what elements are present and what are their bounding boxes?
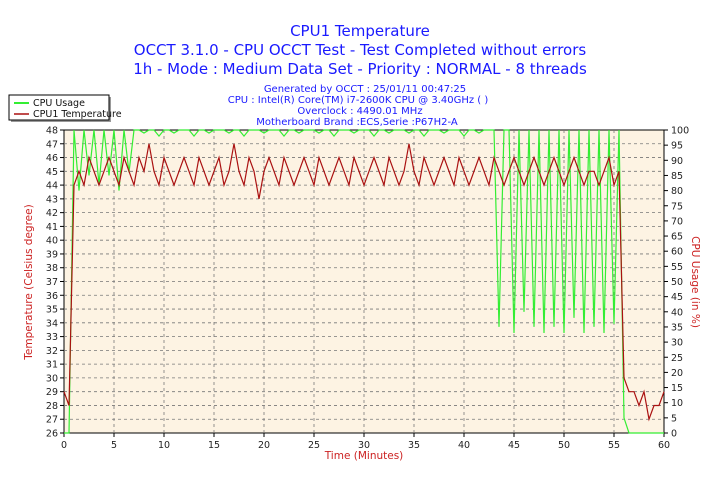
- y-tick-label: 34: [46, 318, 58, 329]
- y2-tick-label: 30: [671, 338, 683, 349]
- y2-tick-label: 10: [671, 398, 683, 409]
- y2-tick-label: 95: [671, 141, 683, 152]
- y-tick-label: 48: [46, 126, 58, 137]
- ticks: 0 5 10 15 20 25 30 35 40 45 50 55 602627282930313233…: [46, 126, 689, 452]
- y2-tick-label: 65: [671, 232, 683, 243]
- y-tick-label: 35: [46, 305, 58, 316]
- y-tick-label: 43: [46, 194, 58, 205]
- x-tick-label: 0: [61, 440, 67, 451]
- x-tick-label: 25: [308, 440, 320, 451]
- y-tick-label: 33: [46, 332, 58, 343]
- x-tick-label: 40: [458, 440, 470, 451]
- y-tick-label: 40: [46, 236, 58, 247]
- y-tick-label: 42: [46, 208, 58, 219]
- x-tick-label: 55: [608, 440, 620, 451]
- y2-tick-label: 5: [671, 413, 677, 424]
- x-tick-label: 15: [208, 440, 220, 451]
- y2-tick-label: 60: [671, 247, 683, 258]
- chart-subtitle-2: 1h - Mode : Medium Data Set - Priority :…: [133, 60, 587, 78]
- y-tick-label: 39: [46, 249, 58, 260]
- y2-tick-label: 80: [671, 186, 683, 197]
- legend-label-cpu-usage: CPU Usage: [33, 98, 85, 109]
- y2-tick-label: 85: [671, 171, 683, 182]
- y2-tick-label: 25: [671, 353, 683, 364]
- y-tick-label: 36: [46, 291, 58, 302]
- legend: CPU Usage CPU1 Temperature: [8, 94, 122, 122]
- y2-tick-label: 90: [671, 156, 683, 167]
- y2-tick-label: 75: [671, 201, 683, 212]
- info-cpu: CPU : Intel(R) Core(TM) i7-2600K CPU @ 3…: [228, 95, 489, 106]
- x-tick-label: 45: [508, 440, 520, 451]
- y-tick-label: 46: [46, 153, 58, 164]
- y-tick-label: 27: [46, 415, 58, 426]
- legend-box: [8, 94, 110, 121]
- y-tick-label: 38: [46, 263, 58, 274]
- y-tick-label: 28: [46, 401, 58, 412]
- y-tick-label: 32: [46, 346, 58, 357]
- y2-tick-label: 0: [671, 429, 677, 440]
- series-line-cpu-usage: [64, 129, 664, 434]
- x-tick-label: 50: [558, 440, 570, 451]
- y2-tick-label: 100: [671, 126, 689, 137]
- info-generated: Generated by OCCT : 25/01/11 00:47:25: [264, 84, 466, 95]
- y-tick-label: 29: [46, 387, 58, 398]
- y-tick-label: 44: [46, 181, 58, 192]
- info-motherboard: Motherboard Brand :ECS,Serie :P67H2-A: [256, 117, 458, 128]
- y-tick-label: 41: [46, 222, 58, 233]
- y2-tick-label: 55: [671, 262, 683, 273]
- y2-tick-label: 20: [671, 368, 683, 379]
- x-tick-label: 60: [658, 440, 670, 451]
- y2-tick-label: 40: [671, 307, 683, 318]
- y-tick-label: 47: [46, 139, 58, 150]
- x-axis-label: Time (Minutes): [324, 450, 404, 462]
- y2-tick-label: 50: [671, 277, 683, 288]
- x-tick-label: 20: [258, 440, 270, 451]
- y-tick-label: 31: [46, 360, 58, 371]
- x-tick-label: 30: [358, 440, 370, 451]
- chart-title: CPU1 Temperature: [290, 22, 430, 40]
- y-tick-label: 37: [46, 277, 58, 288]
- info-overclock: Overclock : 4490.01 MHz: [297, 106, 422, 117]
- legend-label-cpu1-temperature: CPU1 Temperature: [33, 109, 122, 120]
- y2-tick-label: 35: [671, 322, 683, 333]
- y2-tick-label: 70: [671, 216, 683, 227]
- y-tick-label: 30: [46, 373, 58, 384]
- y-tick-label: 26: [46, 429, 58, 440]
- x-tick-label: 5: [111, 440, 117, 451]
- x-tick-label: 10: [158, 440, 170, 451]
- y-axis-label: Temperature (Celsius degree): [23, 204, 35, 360]
- y2-tick-label: 45: [671, 292, 683, 303]
- y-tick-label: 45: [46, 167, 58, 178]
- x-tick-label: 35: [408, 440, 420, 451]
- y2-tick-label: 15: [671, 383, 683, 394]
- chart-subtitle-1: OCCT 3.1.0 - CPU OCCT Test - Test Comple…: [134, 41, 587, 59]
- series-lines: [63, 129, 665, 434]
- series-line-cpu1-temperature: [63, 143, 665, 422]
- y2-axis-label: CPU Usage (in %): [689, 236, 701, 328]
